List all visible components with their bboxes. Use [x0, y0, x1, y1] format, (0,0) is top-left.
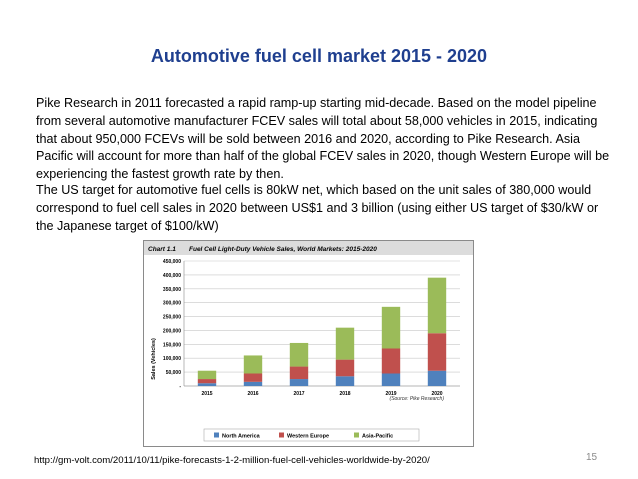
bar-western-europe-2015	[197, 379, 217, 384]
bar-north-america-2017	[289, 379, 309, 386]
legend-swatch	[354, 432, 359, 438]
bar-asia-pacific-2016	[243, 355, 263, 374]
y-tick-label: 50,000	[166, 370, 182, 376]
chart-container: Chart 1.1 Fuel Cell Light-Duty Vehicle S…	[143, 240, 474, 447]
y-tick-label: 450,000	[163, 259, 181, 265]
legend-swatch	[214, 432, 219, 438]
bar-north-america-2015	[197, 383, 217, 386]
bar-north-america-2020	[427, 370, 447, 386]
slide-title: Automotive fuel cell market 2015 - 2020	[150, 46, 488, 66]
bar-western-europe-2019	[381, 348, 401, 374]
paragraph-forecast: Pike Research in 2011 forecasted a rapid…	[36, 96, 610, 182]
y-tick-label: 350,000	[163, 287, 181, 293]
x-tick-label: 2016	[247, 391, 258, 397]
legend-label: North America	[222, 434, 261, 440]
bar-asia-pacific-2019	[381, 306, 401, 349]
bar-asia-pacific-2017	[289, 342, 309, 367]
y-tick-label: 150,000	[163, 342, 181, 348]
legend-box	[203, 428, 420, 442]
x-tick-label: 2020	[431, 391, 442, 397]
y-tick-label: 400,000	[163, 273, 181, 279]
chart-header-band	[144, 241, 473, 255]
x-tick-label: 2015	[201, 391, 212, 397]
bar-asia-pacific-2015	[197, 370, 217, 380]
page-number: 15	[586, 452, 598, 463]
x-tick-label: 2019	[385, 391, 396, 397]
x-tick-label: 2017	[293, 391, 304, 397]
y-axis-label: Sales (Vehicles)	[151, 338, 157, 380]
y-tick-label: 250,000	[163, 315, 181, 321]
bar-western-europe-2017	[289, 366, 309, 380]
y-tick-label: 300,000	[163, 301, 181, 307]
bar-north-america-2016	[243, 381, 263, 386]
y-tick-label: -	[179, 384, 181, 390]
chart-label: Chart 1.1	[148, 246, 176, 253]
legend-swatch	[279, 432, 284, 438]
bar-north-america-2019	[381, 373, 401, 386]
bar-asia-pacific-2020	[427, 277, 447, 334]
bar-north-america-2018	[335, 376, 355, 386]
y-tick-label: 200,000	[163, 328, 181, 334]
bar-western-europe-2018	[335, 359, 355, 377]
legend-label: Western Europe	[287, 434, 329, 440]
bar-western-europe-2020	[427, 333, 447, 371]
chart-source-note: (Source: Pike Research)	[390, 396, 445, 402]
legend-label: Asia-Pacific	[362, 434, 393, 440]
paragraph-us-target: The US target for automotive fuel cells …	[36, 183, 599, 233]
y-tick-label: 100,000	[163, 356, 181, 362]
x-tick-label: 2018	[339, 391, 350, 397]
bar-western-europe-2016	[243, 373, 263, 382]
fcev-sales-chart: Chart 1.1 Fuel Cell Light-Duty Vehicle S…	[144, 241, 473, 442]
source-url[interactable]: http://gm-volt.com/2011/10/11/pike-forec…	[34, 455, 430, 466]
bar-asia-pacific-2018	[335, 327, 355, 360]
chart-title: Fuel Cell Light-Duty Vehicle Sales, Worl…	[189, 246, 377, 253]
